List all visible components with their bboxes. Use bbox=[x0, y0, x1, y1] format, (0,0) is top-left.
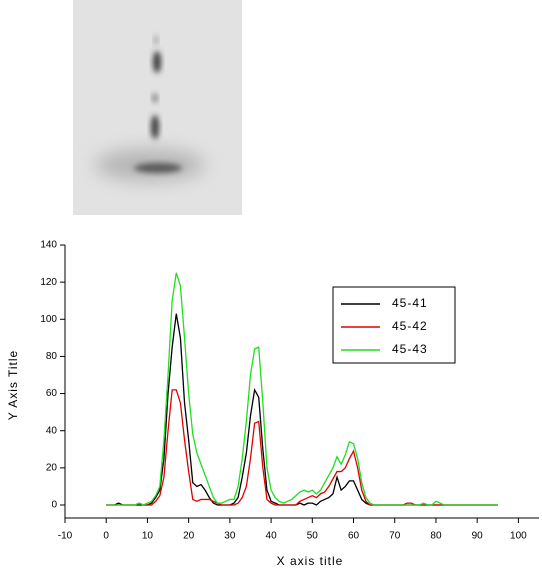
x-tick-label: 100 bbox=[510, 531, 527, 542]
series-line bbox=[106, 272, 498, 506]
x-tick-label: 30 bbox=[224, 531, 236, 542]
x-tick-label: -10 bbox=[58, 531, 73, 542]
x-tick-label: 10 bbox=[142, 531, 154, 542]
gel-image bbox=[73, 0, 242, 215]
x-tick-label: 80 bbox=[430, 531, 442, 542]
y-axis-title: Y Axis Title bbox=[6, 350, 20, 420]
x-tick-label: 40 bbox=[266, 531, 278, 542]
legend-label: 45-41 bbox=[392, 296, 428, 310]
x-tick-label: 0 bbox=[103, 531, 109, 542]
y-tick-label: 60 bbox=[46, 388, 58, 399]
x-tick-label: 60 bbox=[348, 531, 360, 542]
y-tick-label: 40 bbox=[46, 425, 58, 436]
y-tick-label: 80 bbox=[46, 351, 58, 362]
x-tick-label: 90 bbox=[472, 531, 484, 542]
y-tick-label: 100 bbox=[40, 314, 57, 325]
x-tick-label: 20 bbox=[183, 531, 195, 542]
legend-label: 45-42 bbox=[392, 319, 428, 333]
y-tick-label: 20 bbox=[46, 462, 58, 473]
y-tick-label: 0 bbox=[51, 500, 57, 511]
y-tick-label: 140 bbox=[40, 240, 57, 251]
y-tick-label: 120 bbox=[40, 277, 57, 288]
plot: 0 20 40 60 80 100 120 140 -10 0 10 20 30 40 50 60 70 80 90… bbox=[40, 240, 539, 542]
x-tick-label: 70 bbox=[389, 531, 401, 542]
legend-label: 45-43 bbox=[392, 342, 428, 356]
x-axis-title: X axis title bbox=[277, 554, 344, 568]
x-tick-label: 50 bbox=[307, 531, 319, 542]
